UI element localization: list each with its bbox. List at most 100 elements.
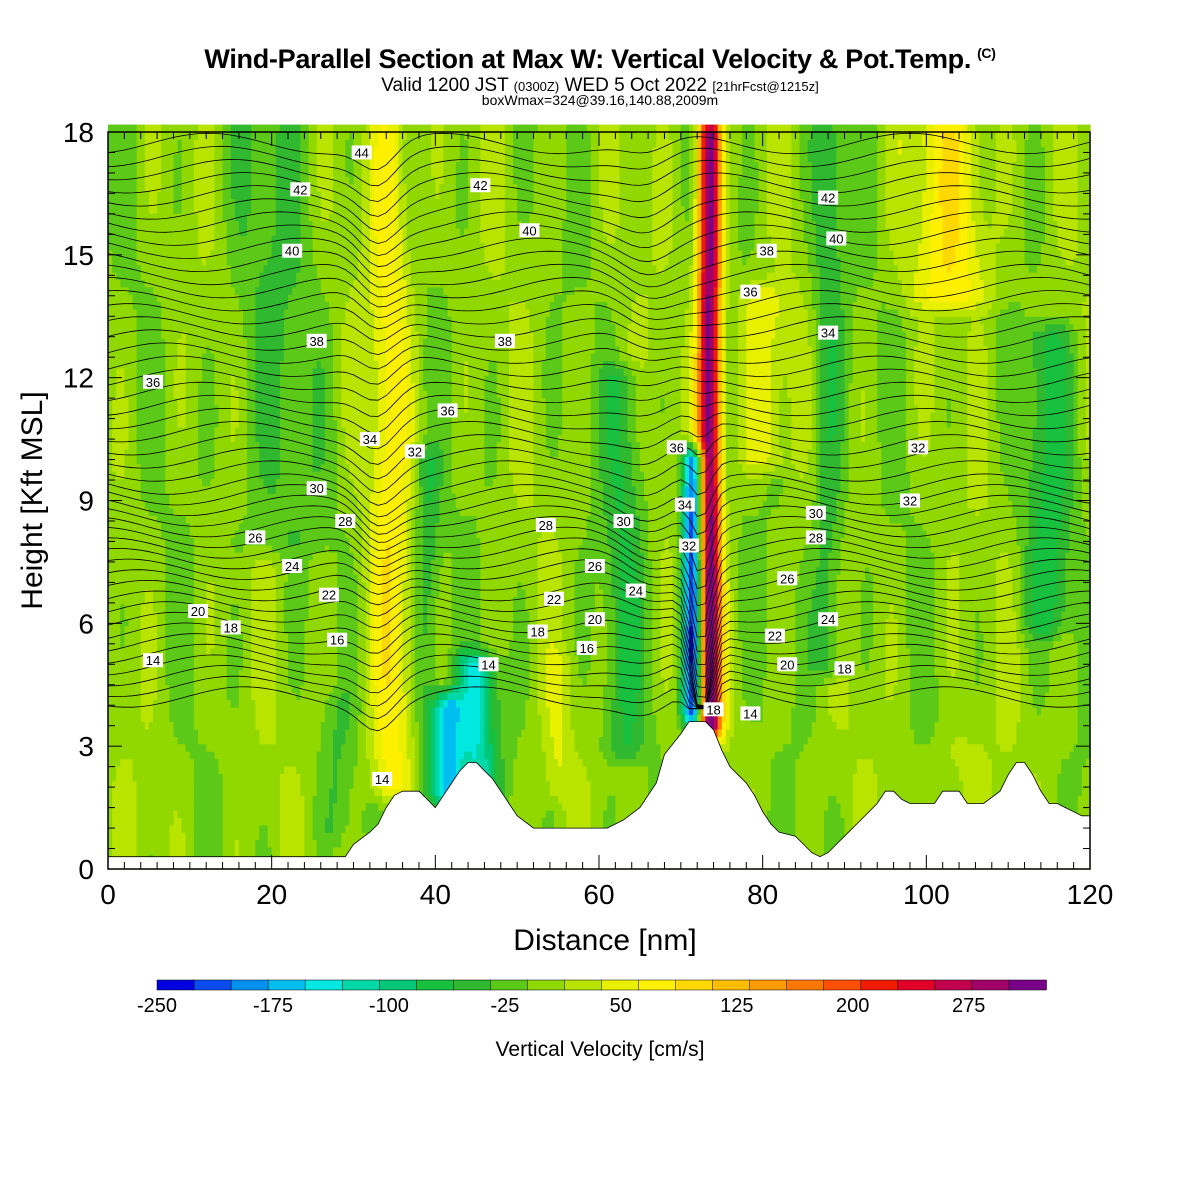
vv-cell: [218, 522, 224, 531]
vv-cell: [234, 301, 240, 310]
vv-cell: [108, 817, 113, 826]
vv-cell: [271, 213, 277, 222]
vv-cell: [157, 787, 162, 796]
vv-cell: [165, 132, 170, 140]
vv-cell: [116, 581, 121, 590]
vv-cell: [308, 729, 314, 737]
vv-cell: [230, 154, 236, 163]
vv-cell: [140, 581, 146, 590]
vv-cell: [259, 242, 265, 251]
vv-cell: [148, 331, 154, 339]
vv-cell: [161, 537, 166, 546]
vv-cell: [108, 441, 113, 450]
vv-cell: [165, 625, 170, 634]
vv-cell: [202, 264, 207, 273]
vv-cell: [108, 655, 113, 664]
vv-cell: [226, 581, 232, 590]
vv-cell: [185, 176, 191, 185]
vv-cell: [218, 331, 224, 339]
vv-cell: [288, 625, 293, 634]
vv-cell: [267, 662, 273, 671]
vv-cell: [124, 257, 130, 266]
vv-cell: [108, 640, 113, 649]
vv-cell: [128, 787, 134, 796]
vv-cell: [169, 839, 175, 848]
vv-cell: [292, 773, 297, 782]
vv-cell: [206, 397, 211, 406]
vv-cell: [300, 220, 305, 229]
vv-cell: [222, 662, 228, 671]
vv-cell: [275, 124, 281, 133]
vv-cell: [263, 205, 269, 214]
vv-cell: [288, 515, 293, 524]
vv-cell: [275, 787, 281, 796]
vv-cell: [157, 168, 162, 177]
vv-cell: [169, 633, 175, 642]
vv-cell: [243, 618, 248, 627]
vv-cell: [181, 611, 187, 620]
vv-cell: [198, 404, 203, 413]
vv-cell: [292, 758, 297, 767]
vv-cell: [267, 537, 273, 546]
vv-cell: [218, 478, 224, 487]
vv-cell: [226, 559, 232, 568]
vv-cell: [210, 655, 215, 664]
vv-cell: [288, 662, 293, 671]
vv-cell: [144, 360, 150, 369]
vv-cell: [300, 522, 305, 531]
vv-cell: [140, 360, 146, 369]
vv-cell: [226, 640, 232, 649]
vv-cell: [140, 640, 146, 649]
vv-cell: [243, 456, 248, 465]
vv-cell: [292, 810, 297, 818]
vv-cell: [148, 264, 154, 273]
vv-cell: [267, 316, 273, 325]
vv-cell: [185, 124, 191, 133]
vv-cell: [161, 485, 166, 494]
vv-cell: [243, 390, 248, 398]
vv-cell: [108, 846, 113, 855]
vv-cell: [177, 375, 183, 384]
vv-cell: [157, 154, 162, 163]
vv-cell: [275, 670, 281, 678]
vv-cell: [243, 308, 248, 317]
vv-cell: [153, 456, 158, 465]
vv-cell: [161, 168, 166, 177]
vv-cell: [132, 647, 138, 656]
vv-cell: [153, 537, 158, 546]
vv-cell: [202, 382, 207, 391]
vv-cell: [132, 161, 138, 170]
vv-cell: [124, 264, 130, 273]
vv-cell: [259, 323, 265, 332]
vv-cell: [275, 367, 281, 376]
vv-cell: [108, 714, 113, 723]
vv-cell: [206, 124, 211, 133]
vv-cell: [292, 367, 297, 376]
vv-cell: [169, 235, 175, 244]
vv-cell: [210, 308, 215, 317]
vv-cell: [165, 441, 170, 450]
vv-cell: [124, 655, 130, 664]
vv-cell: [116, 272, 121, 280]
vv-cell: [267, 323, 273, 332]
vv-cell: [288, 787, 293, 796]
vv-cell: [112, 257, 117, 266]
vv-cell: [267, 485, 273, 494]
vv-cell: [161, 146, 166, 155]
vv-cell: [275, 507, 281, 516]
vv-cell: [296, 780, 301, 789]
vv-cell: [116, 183, 121, 192]
vv-cell: [243, 729, 248, 737]
vv-cell: [116, 441, 121, 450]
vv-cell: [275, 736, 281, 745]
vv-cell: [108, 161, 113, 170]
vv-cell: [202, 441, 207, 450]
vv-cell: [292, 787, 297, 796]
vv-cell: [112, 839, 117, 848]
vv-cell: [226, 168, 232, 177]
vv-cell: [189, 647, 195, 656]
vv-cell: [263, 161, 269, 170]
vv-cell: [255, 802, 260, 811]
vv-cell: [267, 721, 273, 730]
vv-cell: [304, 220, 310, 229]
